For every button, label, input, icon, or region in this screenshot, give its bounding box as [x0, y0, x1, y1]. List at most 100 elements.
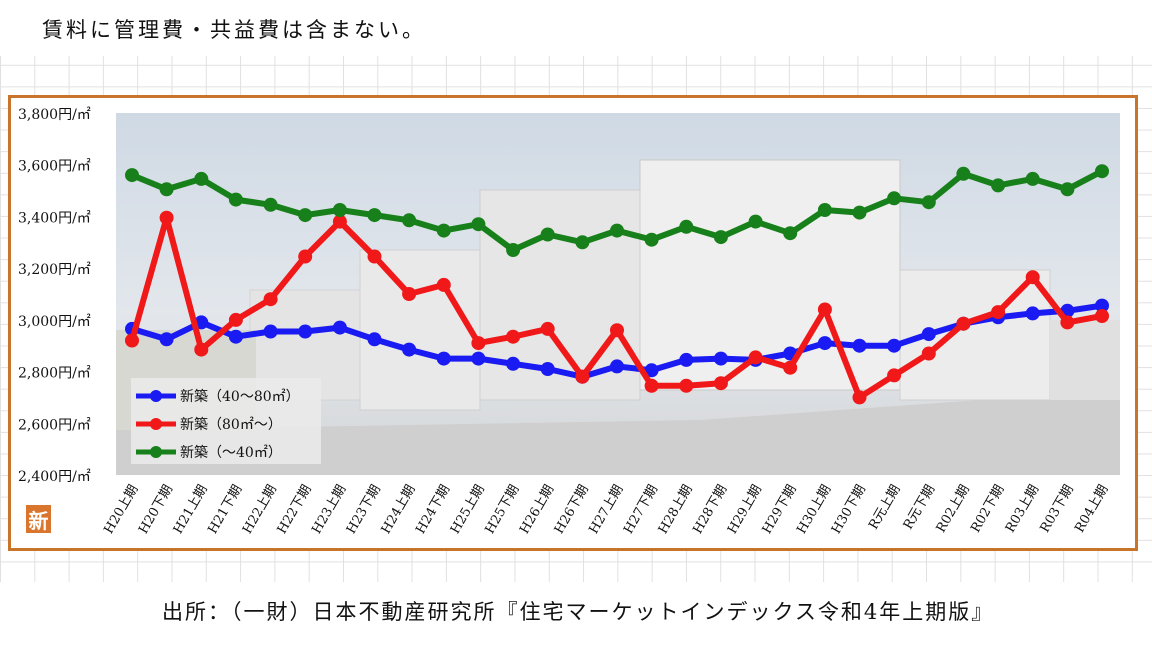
data-point	[713, 376, 728, 391]
data-point	[956, 166, 971, 181]
data-point	[298, 249, 313, 264]
data-point	[125, 333, 139, 348]
data-point	[402, 287, 417, 301]
data-point	[228, 192, 243, 207]
data-point	[713, 351, 728, 366]
data-point	[644, 363, 659, 378]
data-point	[228, 329, 243, 344]
y-axis: 3,800円/㎡ 3,600円/㎡ 3,400円/㎡ 3,200円/㎡ 3,000円/㎡…	[18, 107, 91, 485]
data-point	[194, 171, 209, 186]
data-point	[332, 320, 347, 335]
x-tick-label: R03下期	[1038, 483, 1077, 536]
data-point	[921, 195, 936, 210]
data-point	[159, 332, 174, 347]
data-point	[921, 327, 936, 342]
data-point	[194, 342, 209, 357]
data-point	[575, 235, 590, 250]
data-point	[263, 292, 278, 307]
source-text: 出所：（一財）日本不動産研究所『住宅マーケットインデックス令和4年上期版』	[162, 600, 995, 624]
data-point	[436, 223, 451, 238]
data-point	[817, 336, 832, 351]
data-point	[1095, 309, 1109, 323]
x-tick-label: R04上期	[1072, 483, 1111, 536]
data-point	[713, 230, 728, 245]
data-point	[471, 336, 486, 351]
data-point	[887, 191, 902, 206]
legend-background	[131, 378, 321, 464]
footer-area	[0, 582, 1152, 648]
x-tick-label: R02上期	[934, 483, 973, 536]
y-tick-label: 3,200円/㎡	[18, 262, 91, 278]
data-point	[228, 312, 243, 327]
x-tick-label: R02下期	[968, 483, 1007, 536]
data-point	[471, 351, 486, 366]
data-point	[644, 232, 659, 247]
data-point	[1025, 270, 1040, 285]
data-point	[402, 342, 417, 357]
data-point	[540, 227, 555, 242]
y-tick-label: 3,400円/㎡	[18, 210, 91, 226]
y-tick-label: 3,800円/㎡	[18, 107, 91, 123]
x-tick-label: R03上期	[1003, 483, 1042, 536]
data-point	[367, 249, 382, 264]
data-point	[783, 226, 798, 241]
data-point	[332, 203, 347, 217]
y-tick-label: 2,400円/㎡	[18, 469, 91, 485]
data-point	[506, 329, 521, 344]
data-point	[748, 214, 763, 229]
data-point	[575, 369, 590, 384]
data-point	[1095, 298, 1109, 313]
data-point	[921, 346, 936, 361]
data-point	[679, 352, 694, 367]
data-point	[159, 182, 174, 197]
data-point	[852, 205, 867, 220]
data-point	[1025, 306, 1040, 321]
data-point	[1060, 182, 1075, 197]
header-area	[0, 0, 1152, 56]
data-point	[610, 323, 624, 338]
data-point	[332, 214, 347, 229]
data-point	[887, 368, 902, 383]
data-point	[540, 362, 555, 376]
data-point	[887, 338, 902, 353]
series-1	[125, 210, 1109, 405]
note-text: 賃料に管理費・共益費は含まない。	[42, 18, 426, 42]
y-tick-label: 3,600円/㎡	[18, 159, 91, 175]
data-point	[817, 203, 832, 217]
y-tick-label: 2,800円/㎡	[18, 366, 91, 382]
data-point	[956, 316, 971, 331]
x-tick-label: R元上期	[866, 483, 903, 533]
data-point	[436, 351, 451, 366]
new-badge-icon: 新	[26, 505, 51, 533]
data-point	[367, 208, 382, 223]
data-point	[610, 223, 624, 238]
data-point	[679, 378, 694, 393]
data-point	[644, 378, 659, 393]
data-point	[817, 302, 832, 317]
data-point	[436, 277, 451, 292]
data-point	[298, 324, 313, 339]
data-point	[367, 332, 382, 347]
series-2	[125, 164, 1109, 257]
data-point	[852, 338, 867, 353]
data-point	[263, 197, 278, 212]
data-point	[991, 178, 1006, 193]
data-point	[783, 360, 798, 375]
data-point	[610, 359, 624, 374]
data-point	[748, 350, 763, 365]
data-point	[540, 321, 555, 336]
y-tick-label: 3,000円/㎡	[18, 314, 91, 330]
data-point	[991, 305, 1006, 320]
x-axis: H20上期H20下期H21上期H21下期H22上期H22下期H23上期H23下期…	[102, 483, 1112, 537]
data-point	[506, 356, 521, 371]
data-point	[1060, 315, 1075, 330]
data-point	[679, 219, 694, 234]
data-point	[471, 217, 486, 232]
data-point	[402, 213, 417, 228]
x-tick-label: H30下期	[829, 483, 869, 537]
data-point	[852, 390, 867, 405]
data-point	[1025, 171, 1040, 186]
data-point	[263, 324, 278, 339]
y-tick-label: 2,600円/㎡	[18, 417, 91, 433]
